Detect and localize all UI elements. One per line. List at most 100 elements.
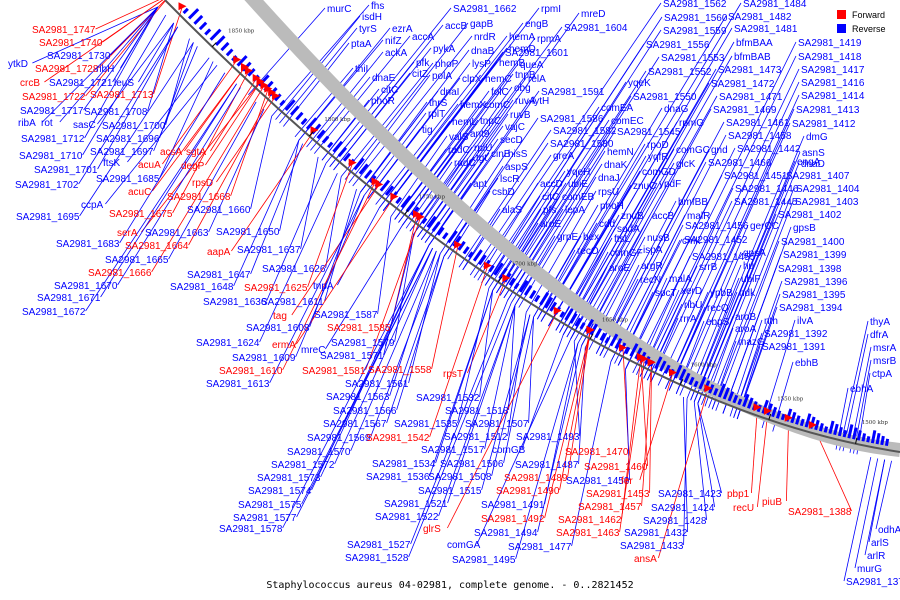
reverse-gene-arrow xyxy=(884,438,890,446)
gene-label: SA2981_1585 xyxy=(327,323,391,334)
gene-leader-line xyxy=(127,57,210,163)
gene-label: SA2981_1728 xyxy=(35,64,99,75)
gene-leader-line xyxy=(447,310,559,529)
legend-reverse-swatch xyxy=(837,24,846,33)
reverse-gene-arrow xyxy=(426,215,437,229)
gene-leader-line xyxy=(78,26,179,185)
gene-label: ftsL xyxy=(614,234,631,245)
reverse-gene-arrow xyxy=(564,308,574,321)
gene-label: SA2981_1650 xyxy=(216,227,280,238)
gene-leader-line xyxy=(352,35,473,187)
legend-forward-label: Forward xyxy=(852,10,885,20)
gene-label: SA2981_1558 xyxy=(368,365,432,376)
gene-leader-line xyxy=(603,161,707,358)
gene-label: SA2981_1545 xyxy=(617,127,681,138)
reverse-gene-arrow xyxy=(604,337,611,344)
gene-label: SA2981_1457 xyxy=(578,502,642,513)
gene-leader-line xyxy=(492,29,662,291)
gene-label: SA2981_1721 xyxy=(49,78,113,89)
gene-label: sasC xyxy=(73,120,96,131)
gene-label: SA2981_1610 xyxy=(219,366,283,377)
reverse-gene-arrow xyxy=(493,262,504,276)
gene-leader-line xyxy=(577,95,718,344)
gene-label: SA2981_1432 xyxy=(624,528,688,539)
reverse-gene-arrow xyxy=(842,429,848,438)
gene-leader-line xyxy=(429,290,494,477)
gene-label: ackA xyxy=(385,48,408,59)
gene-label: SA2981_1625 xyxy=(244,283,308,294)
gene-label: malR xyxy=(687,211,710,222)
gene-label: ytkD xyxy=(8,59,28,70)
reverse-gene-arrow xyxy=(761,399,769,414)
gene-label: tgt xyxy=(476,153,487,164)
gene-label: SA2981_1662 xyxy=(453,4,517,15)
gene-leader-line xyxy=(548,2,742,327)
gene-label: SA2981_1461 xyxy=(726,118,790,129)
reverse-gene-arrow xyxy=(488,264,495,273)
gene-label: SA2981_1563 xyxy=(326,392,390,403)
gene-label: aroA xyxy=(735,324,756,335)
map-caption: Staphylococcus aureus 04-02981, complete… xyxy=(266,580,633,591)
backbone-shadow xyxy=(244,0,900,457)
gene-label: asnS xyxy=(802,148,825,159)
gene-leader-line xyxy=(340,62,434,177)
gene-leader-line xyxy=(462,208,501,271)
gene-leader-line xyxy=(839,320,869,451)
scale-ticks: 1850 kbp 1800 kbp 1750 kbp 1700 kbp 1650 kbp… xyxy=(211,28,888,444)
gene-label: nifZ xyxy=(385,36,402,47)
reverse-gene-arrow xyxy=(447,230,458,244)
gene-leader-line xyxy=(733,280,783,418)
gene-leader-line xyxy=(711,200,794,410)
gene-label: SA2981_1578 xyxy=(219,524,283,535)
forward-gene-arrow xyxy=(553,306,562,315)
gene-leader-line xyxy=(438,305,516,517)
gene-leader-line xyxy=(701,162,800,405)
reverse-gene-arrow xyxy=(421,217,428,225)
gene-leader-line xyxy=(639,372,674,481)
gene-label: dmG xyxy=(806,132,828,143)
gene-leader-line xyxy=(360,49,470,193)
gene-label: tnpB xyxy=(515,70,536,81)
gene-label: SA2981_1388 xyxy=(788,507,852,518)
scale-tick xyxy=(497,276,502,283)
gene-label: SA2981_1535 xyxy=(394,419,458,430)
forward-gene-arrow xyxy=(618,343,627,352)
gene-label: SA2981_1482 xyxy=(728,12,792,23)
gene-label: SA2981_1407 xyxy=(786,171,850,182)
gene-leader-line xyxy=(117,87,241,286)
gene-leader-line xyxy=(188,92,273,246)
reverse-gene-arrow xyxy=(358,163,369,175)
gene-label: phoR xyxy=(371,96,395,107)
reverse-gene-arrow xyxy=(624,346,631,355)
gene-label: SA2981_1469 xyxy=(713,105,777,116)
gene-leader-line xyxy=(409,26,563,232)
gene-leader-line xyxy=(153,46,198,152)
gene-leader-line xyxy=(394,103,483,220)
gene-label: SA2981_1428 xyxy=(643,516,707,527)
gene-label: SA2981_1573 xyxy=(257,473,321,484)
gene-leader-line xyxy=(307,162,354,288)
gene-leader-line xyxy=(344,22,469,180)
reverse-gene-arrow xyxy=(799,418,805,427)
reverse-gene-arrow xyxy=(629,343,639,357)
gene-label: valS xyxy=(449,132,469,143)
gene-label: SA2981_1569 xyxy=(307,433,371,444)
gene-label: folC xyxy=(491,87,509,98)
gene-label: ebhA xyxy=(850,384,874,395)
gene-label: ubiE xyxy=(568,179,588,190)
gene-label: recN xyxy=(640,275,661,286)
gene-leader-line xyxy=(510,150,606,303)
gene-label: fer xyxy=(621,476,633,487)
forward-gene-arrow xyxy=(640,354,649,363)
reverse-gene-arrow xyxy=(363,169,373,179)
gene-label: SA2981_1456 xyxy=(685,221,749,232)
gene-label: gerCC xyxy=(750,221,779,232)
gene-leader-line xyxy=(488,170,566,289)
gene-label: SA2981_1487 xyxy=(515,460,579,471)
gene-arrows xyxy=(178,2,890,446)
gene-leader-line xyxy=(514,163,603,306)
gene-label: SA2981_1712 xyxy=(21,134,85,145)
gene-leader-line xyxy=(168,101,257,260)
gene-label: hemX xyxy=(460,100,486,111)
